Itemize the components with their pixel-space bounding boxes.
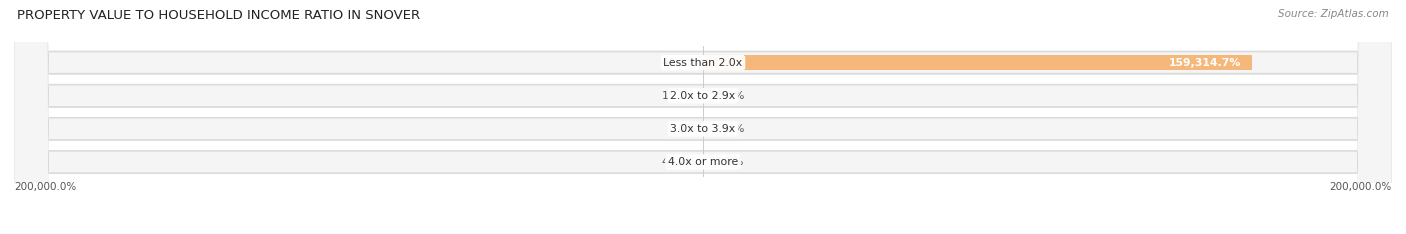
- FancyBboxPatch shape: [14, 0, 1392, 234]
- FancyBboxPatch shape: [14, 0, 1392, 234]
- Text: 2.0x to 2.9x: 2.0x to 2.9x: [671, 91, 735, 101]
- Text: 200,000.0%: 200,000.0%: [1330, 182, 1392, 192]
- Bar: [703, 55, 1251, 70]
- Text: 15.3%: 15.3%: [662, 91, 696, 101]
- FancyBboxPatch shape: [14, 0, 1392, 234]
- Text: 44.1%: 44.1%: [662, 58, 696, 68]
- Text: 159,314.7%: 159,314.7%: [1168, 58, 1241, 68]
- FancyBboxPatch shape: [14, 0, 1392, 234]
- Text: Source: ZipAtlas.com: Source: ZipAtlas.com: [1278, 9, 1389, 19]
- FancyBboxPatch shape: [14, 0, 1392, 234]
- Text: 29.4%: 29.4%: [710, 124, 744, 134]
- Text: 38.2%: 38.2%: [710, 91, 744, 101]
- Text: 200,000.0%: 200,000.0%: [14, 182, 76, 192]
- Text: 11.8%: 11.8%: [710, 157, 744, 167]
- FancyBboxPatch shape: [14, 0, 1392, 234]
- Text: 40.7%: 40.7%: [661, 157, 696, 167]
- Text: Less than 2.0x: Less than 2.0x: [664, 58, 742, 68]
- Text: PROPERTY VALUE TO HOUSEHOLD INCOME RATIO IN SNOVER: PROPERTY VALUE TO HOUSEHOLD INCOME RATIO…: [17, 9, 420, 22]
- Text: 3.0x to 3.9x: 3.0x to 3.9x: [671, 124, 735, 134]
- FancyBboxPatch shape: [14, 0, 1392, 234]
- Text: 4.0x or more: 4.0x or more: [668, 157, 738, 167]
- Text: 0.0%: 0.0%: [668, 124, 696, 134]
- FancyBboxPatch shape: [14, 0, 1392, 234]
